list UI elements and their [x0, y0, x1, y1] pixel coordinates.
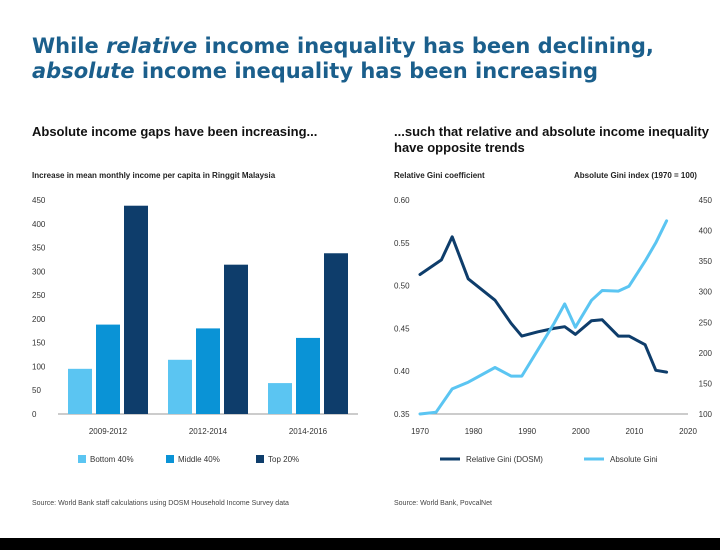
bar-middle40 [196, 328, 220, 414]
right-panel-source: Source: World Bank, PovcalNet [394, 500, 492, 507]
line-left-tick-label: 0.55 [394, 239, 410, 248]
page-title: While relative income inequality has bee… [32, 34, 712, 84]
line-left-tick-label: 0.40 [394, 367, 410, 376]
bar-bottom40 [68, 368, 92, 414]
absolute-gini-line [418, 219, 669, 416]
left-panel-source: Source: World Bank staff calculations us… [32, 500, 289, 507]
line-x-tick-label: 2010 [626, 427, 644, 436]
title-part-1: While [32, 34, 107, 58]
line-chart-right-axis-title: Absolute Gini index (1970 = 100) [574, 171, 697, 180]
bar-bottom40 [268, 383, 292, 414]
legend-label-bottom40: Bottom 40% [90, 455, 134, 464]
legend-label-top20: Top 20% [268, 455, 299, 464]
bar-top20 [324, 253, 348, 414]
legend-swatch-top20 [256, 455, 264, 463]
line-x-tick-label: 1980 [465, 427, 483, 436]
line-right-tick-label: 250 [699, 318, 713, 327]
line-right-tick-label: 400 [699, 227, 713, 236]
legend-swatch-bottom40 [78, 455, 86, 463]
line-right-tick-label: 200 [699, 349, 713, 358]
title-part-5: income inequality has been increasing [134, 59, 599, 83]
bar-y-tick-label: 50 [32, 386, 41, 395]
relative-gini-line [418, 235, 669, 374]
line-x-tick-label: 2000 [572, 427, 590, 436]
bar-middle40 [96, 324, 120, 414]
line-x-tick-label: 2020 [679, 427, 697, 436]
bar-x-tick-label: 2012-2014 [189, 427, 228, 436]
bar-y-tick-label: 400 [32, 220, 46, 229]
bar-y-tick-label: 100 [32, 362, 46, 371]
title-emphasis-relative: relative [106, 34, 198, 58]
legend-label-relative-gini: Relative Gini (DOSM) [466, 455, 543, 464]
bar-y-tick-label: 200 [32, 315, 46, 324]
line-right-tick-label: 100 [699, 410, 713, 419]
bar-x-tick-label: 2014-2016 [289, 427, 328, 436]
line-left-tick-label: 0.45 [394, 324, 410, 333]
bar-y-tick-label: 350 [32, 244, 46, 253]
title-emphasis-absolute: absolute [32, 59, 135, 83]
bar-y-tick-label: 450 [32, 196, 46, 205]
line-chart-left-axis-title: Relative Gini coefficient [394, 171, 485, 180]
line-right-tick-label: 450 [699, 196, 713, 205]
line-left-tick-label: 0.35 [394, 410, 410, 419]
bar-y-tick-label: 250 [32, 291, 46, 300]
bar-top20 [124, 205, 148, 414]
line-left-tick-label: 0.60 [394, 196, 410, 205]
line-right-tick-label: 350 [699, 257, 713, 266]
bar-bottom40 [168, 359, 192, 414]
right-panel-subtitle: ...such that relative and absolute incom… [394, 124, 709, 155]
line-x-tick-label: 1990 [518, 427, 536, 436]
bar-y-tick-label: 0 [32, 410, 37, 419]
bar-y-tick-label: 150 [32, 339, 46, 348]
bar-x-tick-label: 2009-2012 [89, 427, 128, 436]
bar-middle40 [296, 337, 320, 414]
left-panel-subtitle: Absolute income gaps have been increasin… [32, 124, 318, 139]
title-part-3: income inequality has been declining, [197, 34, 654, 58]
line-right-tick-label: 150 [699, 379, 713, 388]
line-left-tick-label: 0.50 [394, 282, 410, 291]
bar-chart-y-axis-title: Increase in mean monthly income per capi… [32, 171, 276, 180]
bar-top20 [224, 264, 248, 414]
line-right-tick-label: 300 [699, 288, 713, 297]
line-x-tick-label: 1970 [411, 427, 429, 436]
bottom-edge-bar [0, 538, 720, 550]
legend-label-absolute-gini: Absolute Gini [610, 455, 658, 464]
legend-label-middle40: Middle 40% [178, 455, 220, 464]
legend-swatch-middle40 [166, 455, 174, 463]
bar-y-tick-label: 300 [32, 267, 46, 276]
